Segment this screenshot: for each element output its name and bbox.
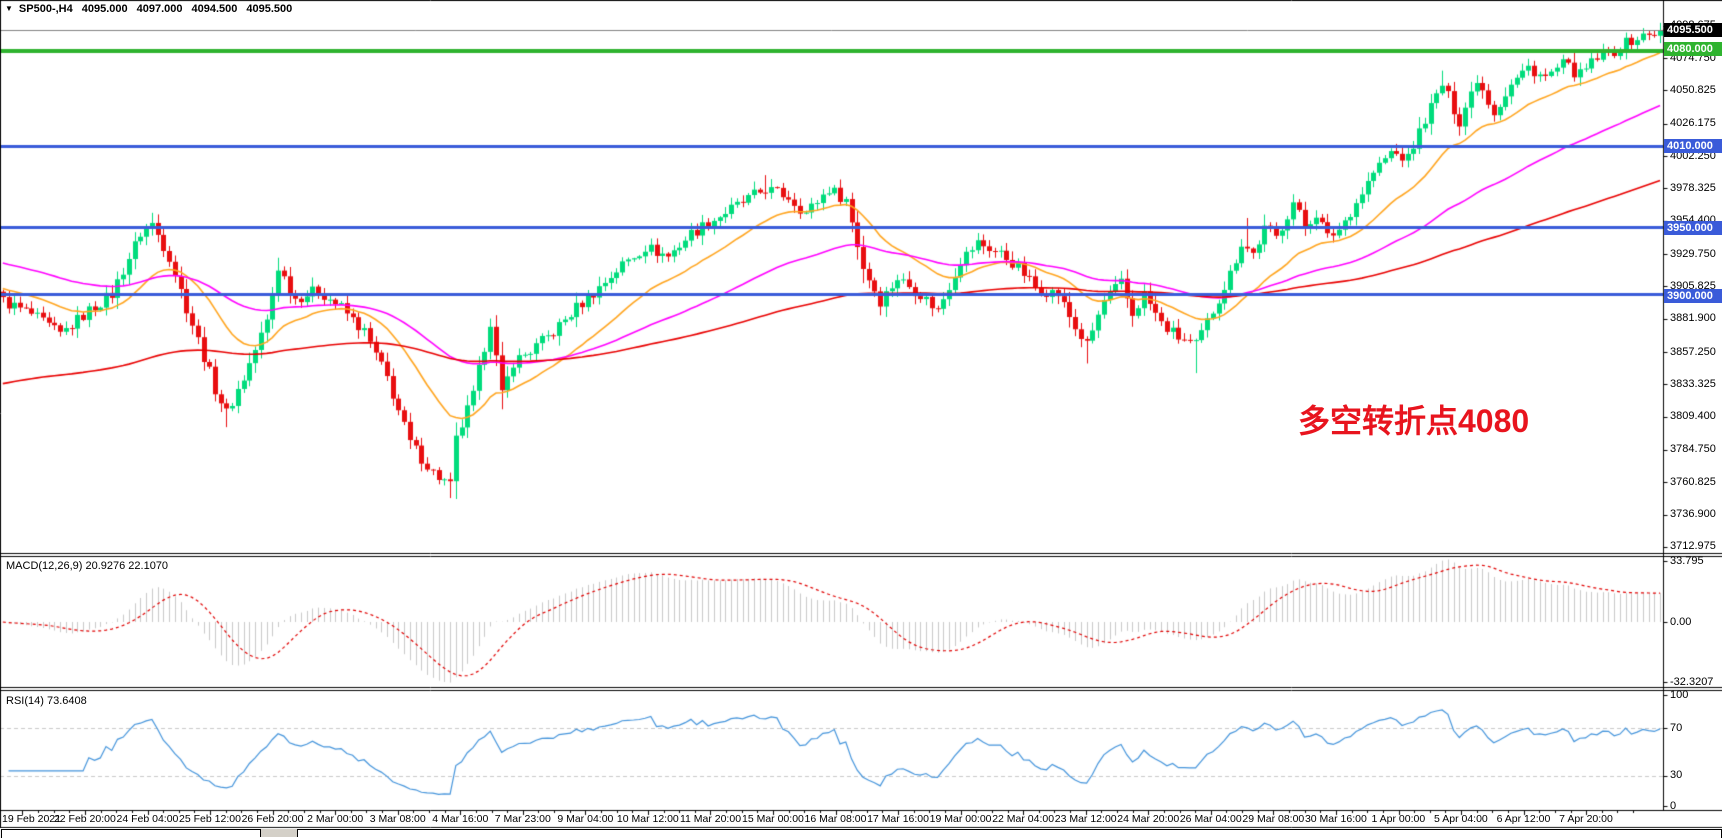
date-label: 22 Feb 20:00 <box>53 813 116 825</box>
price-tick-label: 3712.975 <box>1670 540 1716 553</box>
price-tick-label: 4050.825 <box>1670 83 1716 96</box>
date-label: 9 Mar 04:00 <box>557 813 614 825</box>
price-tick-label: 3736.900 <box>1670 508 1716 521</box>
macd-tick-label: 0.00 <box>1670 615 1692 628</box>
rsi-tick-label: 0 <box>1670 799 1677 812</box>
rsi-tick-label: 30 <box>1670 769 1683 782</box>
price-tick-label: 3857.250 <box>1670 345 1716 358</box>
level-badge-4080: 4080.000 <box>1664 42 1722 56</box>
date-label: 1 Apr 00:00 <box>1371 813 1426 825</box>
price-tick-label: 3809.400 <box>1670 410 1716 423</box>
price-tick-label: 3905.825 <box>1670 279 1716 292</box>
date-label: 17 Mar 16:00 <box>867 813 929 825</box>
date-label: 24 Feb 04:00 <box>116 813 179 825</box>
ohlc-low: 4094.500 <box>191 3 238 15</box>
level-badge-4010: 4010.000 <box>1664 139 1722 153</box>
date-label: 26 Mar 04:00 <box>1179 813 1242 825</box>
date-label: 24 Mar 20:00 <box>1117 813 1180 825</box>
date-label: 2 Mar 00:00 <box>307 813 364 825</box>
annotation-text: 多空转折点4080 <box>1298 403 1530 439</box>
price-tick-label: 3929.750 <box>1670 247 1716 260</box>
date-label: 16 Mar 08:00 <box>804 813 867 825</box>
price-tick-label: 3784.750 <box>1670 443 1716 456</box>
ohlc-close: 4095.500 <box>246 3 293 15</box>
ohlc-high: 4097.000 <box>136 3 183 15</box>
date-label: 11 Mar 20:00 <box>679 813 742 825</box>
price-tick-label: 3881.900 <box>1670 312 1716 325</box>
ohlc-open: 4095.000 <box>81 3 128 15</box>
date-label: 7 Apr 20:00 <box>1559 813 1613 825</box>
scrollbar-thumb[interactable] <box>260 829 298 837</box>
date-label: 19 Mar 00:00 <box>929 813 992 825</box>
symbol-info-bar: ▼ SP500-,H4 4095.000 4097.000 4094.500 4095.5… <box>5 3 292 15</box>
current-price-badge: 4095.500 <box>1664 23 1722 37</box>
level-badge-3900: 3900.000 <box>1664 289 1722 303</box>
date-label: 5 Apr 04:00 <box>1434 813 1488 825</box>
price-tick-label: 4026.175 <box>1670 117 1716 130</box>
macd-tick-label: -32.3207 <box>1670 675 1714 688</box>
date-label: 19 Feb 2021 <box>2 813 61 825</box>
horizontal-scrollbar <box>0 828 1722 838</box>
date-label: 4 Mar 16:00 <box>432 813 489 825</box>
date-label: 10 Mar 12:00 <box>616 813 679 825</box>
symbol-title: SP500-,H4 <box>18 3 73 15</box>
level-badge-3950: 3950.000 <box>1664 221 1722 235</box>
date-label: 22 Mar 04:00 <box>992 813 1055 825</box>
symbol-dropdown-icon[interactable]: ▼ <box>5 4 13 13</box>
price-tick-label: 3978.325 <box>1670 181 1716 194</box>
rsi-tick-label: 100 <box>1670 688 1689 701</box>
date-label: 7 Mar 23:00 <box>494 813 551 825</box>
macd-tick-label: 33.795 <box>1670 554 1704 567</box>
date-label: 6 Apr 12:00 <box>1496 813 1551 825</box>
rsi-indicator-label: RSI(14) 73.6408 <box>6 695 87 707</box>
date-label: 26 Feb 20:00 <box>241 813 304 825</box>
date-label: 3 Mar 08:00 <box>369 813 426 825</box>
macd-indicator-label: MACD(12,26,9) 20.9276 22.1070 <box>6 560 169 572</box>
price-tick-label: 3760.825 <box>1670 475 1716 488</box>
date-label: 25 Feb 12:00 <box>179 813 241 825</box>
date-label: 29 Mar 08:00 <box>1242 813 1305 825</box>
date-label: 30 Mar 16:00 <box>1304 813 1367 825</box>
rsi-tick-label: 70 <box>1670 721 1683 734</box>
date-label: 15 Mar 00:00 <box>742 813 804 825</box>
date-label: 23 Mar 12:00 <box>1054 813 1117 825</box>
price-tick-label: 3833.325 <box>1670 377 1716 390</box>
